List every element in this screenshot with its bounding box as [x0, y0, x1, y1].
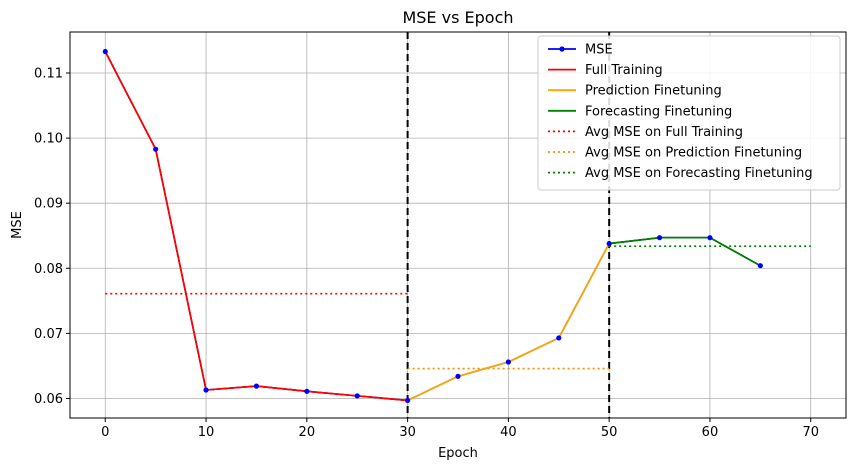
x-axis-label: Epoch [438, 446, 478, 461]
series-line-overlay [609, 236, 761, 267]
legend-label: Forecasting Finetuning [585, 104, 732, 119]
mse-point [405, 397, 411, 404]
mse-point [556, 335, 562, 341]
mse-point [606, 240, 612, 247]
legend-label: Avg MSE on Full Training [585, 125, 743, 140]
x-tick-label: 20 [299, 425, 316, 440]
series-line-overlay [104, 51, 408, 402]
legend-box [537, 35, 841, 191]
series-line [609, 236, 761, 267]
legend-label: Avg MSE on Forecasting Finetuning [585, 166, 813, 181]
y-tick-label: 0.11 [34, 67, 63, 82]
series-layer [102, 48, 811, 404]
mse-point [102, 48, 108, 55]
mse-point [707, 235, 713, 241]
y-tick-label: 0.06 [34, 392, 63, 407]
mse-point [203, 387, 209, 393]
mse-point [505, 359, 511, 365]
plot-area-frame [69, 31, 847, 419]
legend-marker [559, 46, 565, 52]
x-tick-label: 50 [601, 425, 618, 440]
x-tick-label: 40 [500, 425, 517, 440]
y-tick-label: 0.10 [34, 132, 63, 147]
x-tick-label: 30 [399, 425, 416, 440]
legend-label: Full Training [585, 63, 663, 78]
mse-point [354, 393, 360, 399]
mse-point [455, 373, 461, 379]
chart-title: MSE vs Epoch [402, 8, 513, 27]
mse-point [304, 388, 310, 394]
phase-separators [406, 32, 611, 418]
x-tick-label: 60 [702, 425, 719, 440]
mse-point [253, 383, 260, 389]
y-tick-label: 0.09 [34, 197, 63, 212]
y-axis-label: MSE [10, 211, 25, 239]
series-line [104, 51, 408, 402]
y-tick-label: 0.07 [34, 327, 63, 342]
y-tick-label: 0.08 [34, 262, 63, 277]
legend-label: Avg MSE on Prediction Finetuning [585, 146, 802, 161]
legend: MSE Full Training Prediction Finetuning For… [537, 35, 841, 191]
mse-point [153, 146, 159, 152]
legend-label: MSE [585, 43, 613, 58]
legend-label: Prediction Finetuning [585, 84, 722, 99]
mse-point [656, 235, 663, 241]
ticks: 0 10 20 30 40 50 60 70 0.06 0.07 0.08 0.09 0.10 0.11 [34, 67, 819, 440]
x-tick-label: 10 [198, 425, 215, 440]
mse-point [757, 263, 763, 269]
x-tick-label: 70 [802, 425, 819, 440]
x-tick-label: 0 [101, 425, 109, 440]
